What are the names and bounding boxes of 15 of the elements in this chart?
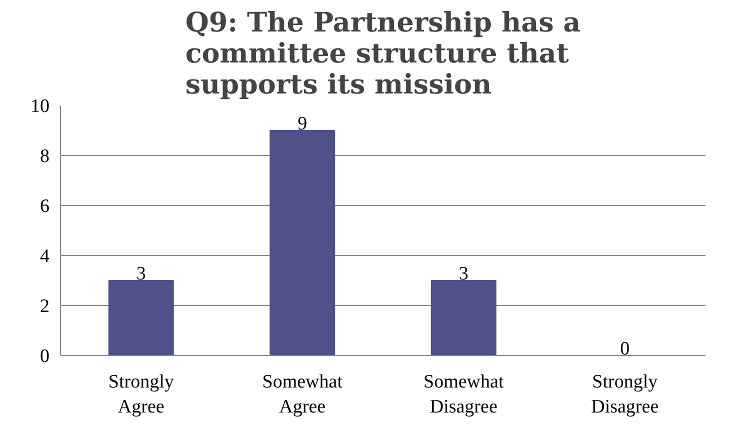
y-tick-label: 0	[40, 346, 50, 367]
data-label: 9	[298, 114, 308, 134]
data-label: 3	[458, 264, 468, 284]
x-tick-label: Strongly Agree	[108, 372, 174, 418]
data-label: 0	[620, 338, 630, 360]
chart-title: Q9: The Partnership has a committee structure that supports its mission	[185, 8, 581, 100]
x-tick-label: Somewhat Disagree	[424, 372, 504, 418]
y-tick-label: 10	[30, 96, 50, 117]
x-tick-label: Strongly Disagree	[591, 372, 659, 418]
y-tick-label: 4	[40, 246, 50, 267]
y-tick-label: 2	[40, 296, 50, 317]
y-tick-label: 8	[40, 146, 50, 167]
y-tick-label: 6	[40, 196, 50, 217]
x-tick-label: Somewhat Agree	[262, 372, 344, 418]
data-label: 3	[136, 264, 146, 284]
